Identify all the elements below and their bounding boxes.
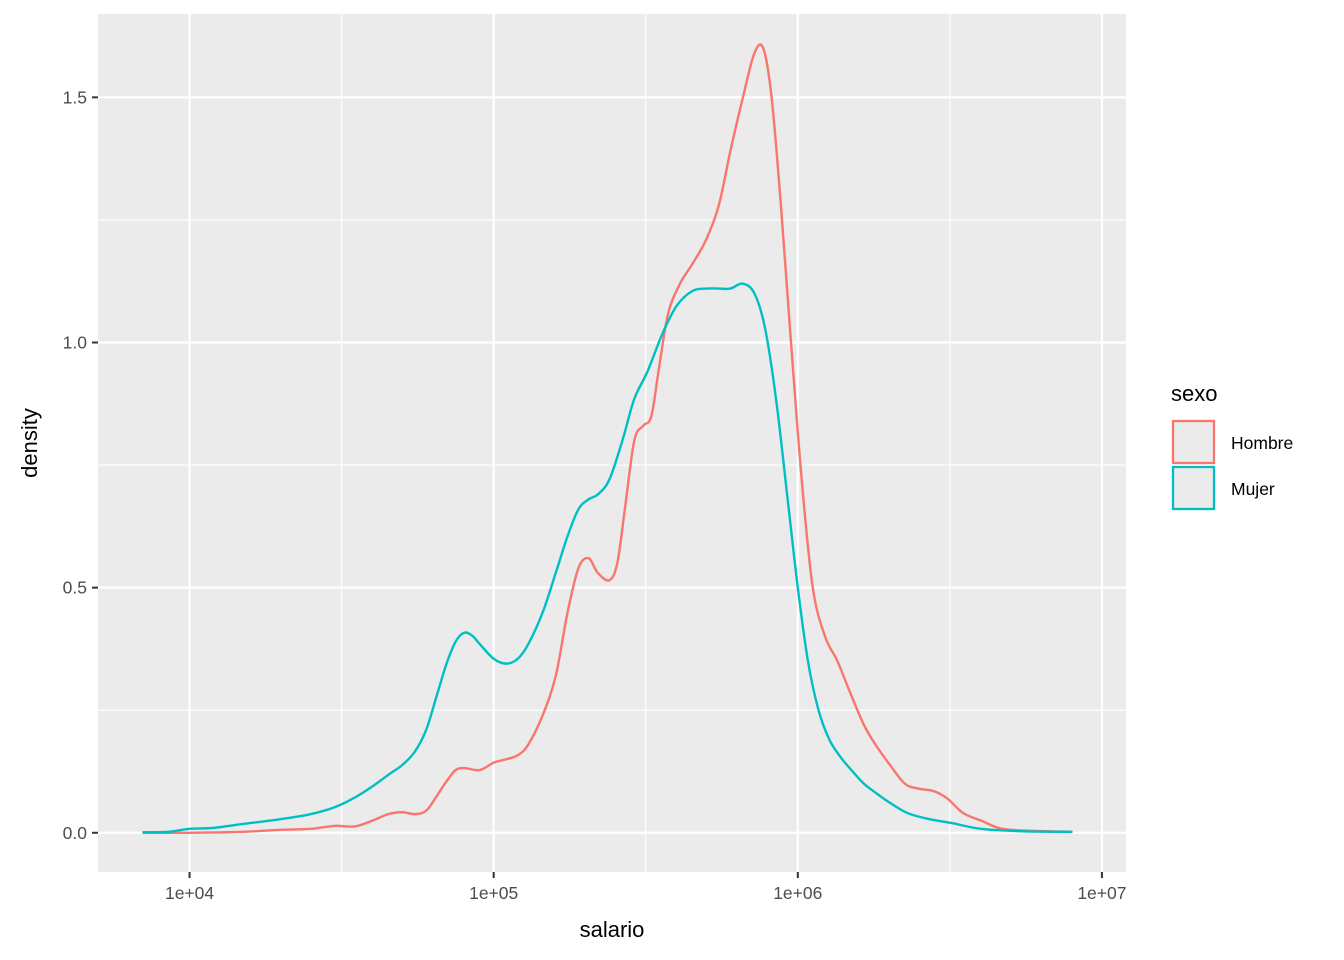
legend-label-hombre: Hombre xyxy=(1231,433,1293,453)
series-layer xyxy=(142,43,1073,835)
density-line-hombre xyxy=(142,43,1073,835)
legend-title: sexo xyxy=(1171,381,1217,406)
y-tick-label: 1.5 xyxy=(63,87,87,107)
density-line-mujer xyxy=(142,282,1073,834)
legend-key-mujer xyxy=(1171,465,1216,511)
legend-key-hombre xyxy=(1171,419,1216,465)
legend-entries: Hombre Mujer xyxy=(1171,419,1293,511)
major-grid xyxy=(98,14,1126,872)
x-tick-label: 1e+05 xyxy=(469,883,518,903)
x-tick-label: 1e+04 xyxy=(165,883,214,903)
minor-grid xyxy=(98,14,1126,872)
y-tick-label: 0.0 xyxy=(63,823,88,843)
x-tick-label: 1e+07 xyxy=(1077,883,1126,903)
legend-label-mujer: Mujer xyxy=(1231,479,1275,499)
x-axis-title: salario xyxy=(580,917,645,942)
y-axis-title: density xyxy=(17,408,42,478)
x-axis: 1e+04 1e+05 1e+06 1e+07 xyxy=(165,872,1126,903)
legend: sexo Hombre Mujer xyxy=(1171,381,1293,511)
x-tick-label: 1e+06 xyxy=(773,883,822,903)
y-axis: 0.0 0.5 1.0 1.5 xyxy=(63,87,98,843)
plot-panel xyxy=(98,14,1126,872)
y-tick-label: 1.0 xyxy=(63,332,88,352)
y-tick-label: 0.5 xyxy=(63,578,87,598)
